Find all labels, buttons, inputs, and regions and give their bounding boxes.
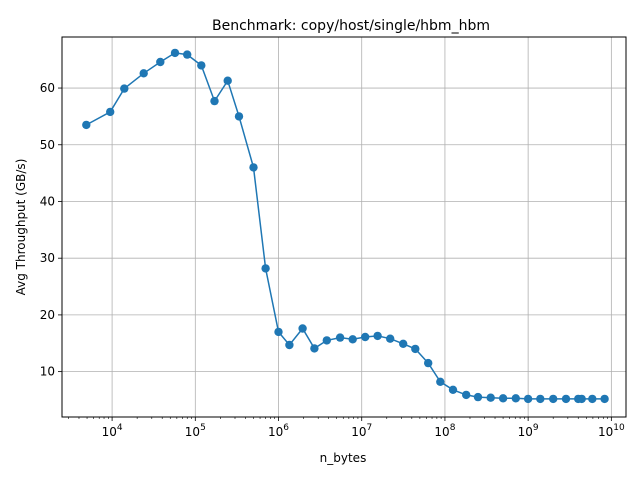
x-tick-label-base: 10 [598,425,613,439]
data-point [274,327,283,337]
plot-frame [61,36,627,418]
data-point [285,340,294,350]
x-tick-label-exponent: 9 [533,423,539,433]
data-point [600,394,609,404]
x-tick-label: 106 [268,423,289,439]
x-tick-label-exponent: 7 [366,423,372,433]
data-point [120,84,129,93]
data-point [588,394,597,404]
data-point [348,335,357,344]
data-point [462,390,471,400]
data-point [156,57,165,67]
x-tick-label-base: 10 [102,425,117,439]
y-tick-label: 20 [40,308,55,322]
data-point [536,394,545,404]
data-point [210,96,219,106]
x-axis: 104 105 106 107 108 109 1010 [68,417,625,439]
x-tick-label: 1010 [598,423,625,439]
x-tick-label-exponent: 10 [613,423,625,433]
data-point [561,394,571,404]
y-tick-label: 10 [40,365,55,379]
y-axis-label: Avg Throughput (GB/s) [14,159,28,296]
data-point [373,331,382,341]
data-point [82,120,91,130]
x-tick-label-base: 10 [351,425,366,439]
data-point [223,76,232,85]
y-tick-label: 30 [40,251,55,265]
x-tick-label: 104 [102,423,123,439]
data-point [335,333,345,342]
x-tick-label-exponent: 4 [117,423,123,433]
data-point [139,69,148,78]
series-line [85,52,605,400]
data-point [473,392,483,402]
data-point [523,394,533,404]
data-point [322,336,331,345]
data-point [183,50,192,59]
data-point [424,358,433,368]
data-point [261,264,270,273]
x-tick-label-exponent: 5 [200,423,206,433]
data-point [486,393,495,402]
x-tick-label-base: 10 [268,425,283,439]
y-tick-label: 40 [40,194,55,208]
y-axis: 10 20 30 40 50 60 [40,81,62,379]
data-point [577,394,586,404]
data-point [170,48,180,58]
y-tick-label: 50 [40,138,55,152]
series-layer [82,48,609,404]
x-tick-label-base: 10 [185,425,200,439]
x-tick-label-exponent: 6 [283,423,289,433]
x-axis-label: n_bytes [320,451,367,465]
data-point [361,332,370,342]
data-point [448,385,458,394]
data-point [411,344,420,354]
data-point [511,394,520,403]
data-point [436,377,445,386]
x-tick-label-base: 10 [434,425,449,439]
x-tick-label-base: 10 [518,425,533,439]
data-point [386,334,395,343]
grid [62,37,626,417]
x-tick-label: 107 [351,423,372,439]
data-point [197,61,206,70]
data-point [310,344,319,353]
chart-title: Benchmark: copy/host/single/hbm_hbm [212,18,490,34]
x-tick-label: 105 [185,423,206,439]
data-point [234,112,244,121]
x-tick-label-exponent: 8 [450,423,456,433]
y-tick-label: 60 [40,81,55,95]
x-tick-label: 108 [434,423,455,439]
data-point [498,394,508,403]
data-point [298,324,307,333]
data-point [106,107,115,117]
data-point [549,394,558,404]
data-point [399,339,408,348]
x-tick-label: 109 [518,423,539,439]
data-point [249,163,258,172]
